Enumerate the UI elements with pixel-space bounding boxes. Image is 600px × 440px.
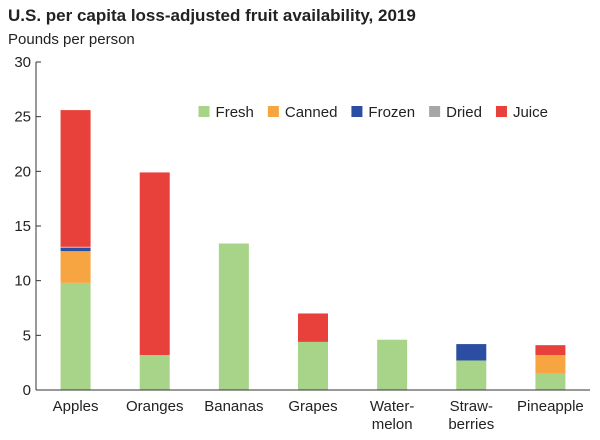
legend-label-fresh: Fresh bbox=[216, 104, 254, 121]
x-tick-label-grapes: Grapes bbox=[288, 398, 337, 415]
legend: Fresh Canned Frozen Dried Juice bbox=[198, 104, 548, 121]
y-tick-label-10: 10 bbox=[14, 273, 31, 290]
legend-swatch-juice bbox=[495, 106, 507, 117]
y-tick-label-20: 20 bbox=[14, 163, 31, 180]
bar-apples-dried bbox=[60, 246, 91, 248]
x-tick-label-oranges: Oranges bbox=[126, 398, 184, 415]
bar-bananas-fresh bbox=[218, 243, 249, 390]
bar-pineapple-fresh bbox=[535, 373, 566, 390]
x-tick-label-water-melon: Water-melon bbox=[370, 398, 414, 433]
bar-apples-frozen bbox=[60, 247, 91, 252]
y-axis-label: Pounds per person bbox=[8, 31, 135, 48]
bar-apples-juice bbox=[60, 110, 91, 247]
y-tick-label-15: 15 bbox=[14, 218, 31, 235]
x-tick-label-apples: Apples bbox=[53, 398, 99, 415]
legend-swatch-dried bbox=[429, 106, 441, 117]
x-tick-label-bananas: Bananas bbox=[204, 398, 263, 415]
y-tick-label-0: 0 bbox=[23, 382, 31, 399]
y-tick-label-30: 30 bbox=[14, 54, 31, 71]
legend-swatch-canned bbox=[267, 106, 279, 117]
bar-grapes-juice bbox=[298, 313, 328, 342]
legend-swatch-fresh bbox=[198, 106, 210, 117]
bar-straw-berries-fresh bbox=[456, 360, 487, 390]
y-tick-label-5: 5 bbox=[23, 327, 31, 344]
chart-title: U.S. per capita loss-adjusted fruit avai… bbox=[8, 6, 416, 25]
bar-pineapple-juice bbox=[535, 345, 566, 356]
legend-label-dried: Dried bbox=[446, 104, 482, 121]
bar-water-melon-fresh bbox=[377, 339, 408, 390]
bar-grapes-fresh bbox=[298, 341, 328, 390]
bar-apples-canned bbox=[60, 251, 91, 283]
bar-oranges-juice bbox=[139, 172, 170, 356]
x-tick-label-straw-berries: Straw-berries bbox=[448, 398, 494, 433]
bar-pineapple-canned bbox=[535, 355, 566, 374]
legend-label-juice: Juice bbox=[513, 104, 548, 121]
y-tick-label-25: 25 bbox=[14, 109, 31, 126]
axes-group: Apples Oranges Bananas Grapes Water-melon Str… bbox=[14, 54, 590, 433]
bars-group bbox=[60, 110, 566, 390]
legend-label-canned: Canned bbox=[285, 104, 338, 121]
legend-swatch-frozen bbox=[351, 106, 363, 117]
x-tick-label-pineapple: Pineapple bbox=[517, 398, 584, 415]
bar-apples-fresh bbox=[60, 282, 91, 390]
bar-oranges-fresh bbox=[139, 355, 170, 390]
bar-straw-berries-frozen bbox=[456, 344, 487, 361]
legend-label-frozen: Frozen bbox=[368, 104, 415, 121]
